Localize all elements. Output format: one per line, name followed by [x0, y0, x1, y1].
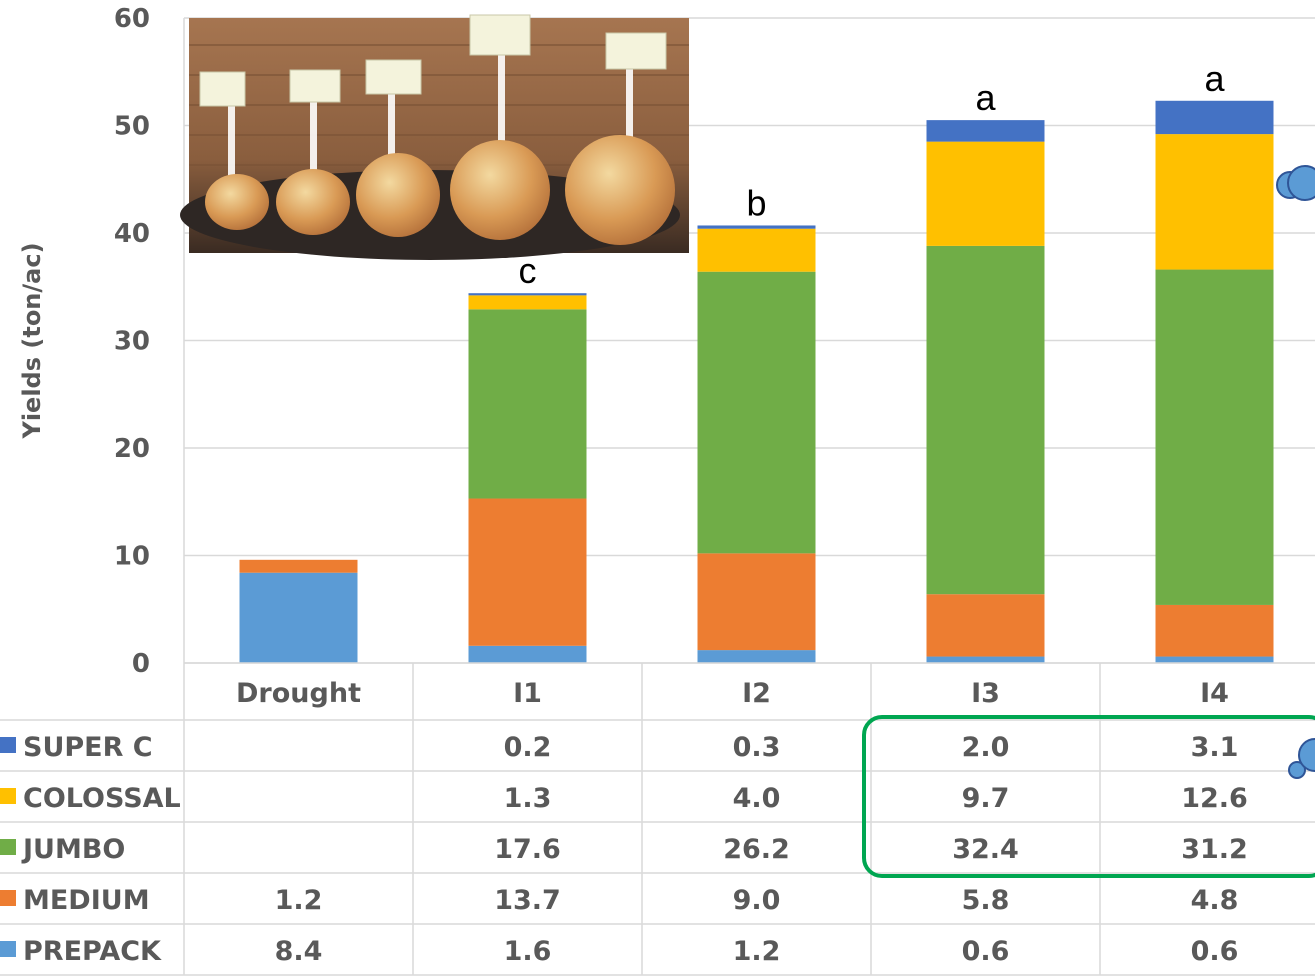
data-label: 0.2 — [504, 732, 552, 763]
bar-segment-prepack — [239, 572, 358, 663]
category-label: I4 — [1200, 678, 1229, 709]
legend-key — [0, 839, 16, 855]
legend-label: COLOSSAL — [23, 783, 181, 814]
bar-segment-medium — [239, 559, 358, 573]
data-label: 0.3 — [733, 732, 781, 763]
legend-label: MEDIUM — [23, 885, 150, 916]
legend-label: PREPACK — [23, 936, 162, 967]
legend-key — [0, 890, 16, 906]
data-label: 1.2 — [733, 936, 781, 967]
significance-letter: b — [746, 182, 766, 223]
data-label: 4.8 — [1191, 885, 1239, 916]
bubble-decorations — [1276, 165, 1315, 779]
bar-segment-medium — [1155, 604, 1274, 657]
y-axis: 0 10 20 30 40 50 60 Yields (ton/ac) — [18, 4, 185, 679]
significance-letter: a — [975, 77, 996, 118]
y-axis-title: Yields (ton/ac) — [18, 242, 46, 439]
bar-segment-prepack — [1155, 656, 1274, 663]
legend-key — [0, 737, 16, 753]
bar-segment-colossal — [468, 295, 587, 310]
data-label: 2.0 — [962, 732, 1010, 763]
y-tick-label: 10 — [114, 542, 150, 572]
y-tick-label: 0 — [132, 649, 150, 679]
bar-segment-jumbo — [926, 245, 1045, 595]
data-label: 1.2 — [275, 885, 323, 916]
bar-segment-jumbo — [697, 271, 816, 554]
y-tick-label: 20 — [114, 434, 150, 464]
data-label: 17.6 — [494, 834, 561, 865]
significance-letter: c — [519, 250, 537, 291]
data-label: 0.6 — [1191, 936, 1239, 967]
bar-segment-prepack — [926, 656, 1045, 663]
data-label: 5.8 — [962, 885, 1010, 916]
y-tick-label: 30 — [114, 327, 150, 357]
bar-segment-super-c — [926, 120, 1045, 142]
data-label: 3.1 — [1191, 732, 1239, 763]
bar-segment-prepack — [697, 650, 816, 663]
data-label: 0.6 — [962, 936, 1010, 967]
bar-segment-jumbo — [1155, 269, 1274, 605]
bar-segment-medium — [468, 498, 587, 646]
bar-segment-super-c — [697, 225, 816, 229]
data-label: 26.2 — [723, 834, 790, 865]
data-label: 12.6 — [1181, 783, 1248, 814]
data-label: 9.7 — [962, 783, 1010, 814]
bar-segment-colossal — [697, 228, 816, 272]
bar-segment-prepack — [468, 645, 587, 663]
category-label: I2 — [742, 678, 771, 709]
category-label: I3 — [971, 678, 1000, 709]
bar-segment-super-c — [468, 293, 587, 296]
bar-segment-super-c — [1155, 100, 1274, 135]
category-label: I1 — [513, 678, 542, 709]
data-label: 8.4 — [275, 936, 323, 967]
legend-key — [0, 941, 16, 957]
bar-segment-jumbo — [468, 309, 587, 499]
significance-letter: a — [1204, 58, 1225, 99]
legend-key — [0, 788, 16, 804]
bar-segment-medium — [697, 553, 816, 651]
y-tick-label: 40 — [114, 219, 150, 249]
data-table: Drought I1 I2 I3 I4 SUPER C 0.2 0.3 2.0 3.1 COLOSS… — [0, 662, 1315, 976]
data-label: 13.7 — [494, 885, 561, 916]
y-tick-label: 50 — [114, 112, 150, 142]
data-label: 1.3 — [504, 783, 552, 814]
highlight-box — [862, 715, 1315, 878]
data-label: 31.2 — [1181, 834, 1248, 865]
bar-segment-medium — [926, 594, 1045, 657]
bar-segment-colossal — [1155, 134, 1274, 270]
legend-label: SUPER C — [23, 732, 153, 763]
bar-segment-colossal — [926, 141, 1045, 246]
y-tick-label: 60 — [114, 4, 150, 34]
data-label: 32.4 — [952, 834, 1019, 865]
data-label: 9.0 — [733, 885, 781, 916]
category-label: Drought — [236, 678, 361, 709]
onion-photo — [180, 14, 689, 260]
significance-letters: c b a a — [519, 58, 1226, 291]
highlight-rectangle — [862, 715, 1315, 878]
data-label: 4.0 — [733, 783, 781, 814]
data-label: 1.6 — [504, 936, 552, 967]
legend-label: JUMBO — [21, 834, 125, 865]
bars — [239, 100, 1274, 663]
